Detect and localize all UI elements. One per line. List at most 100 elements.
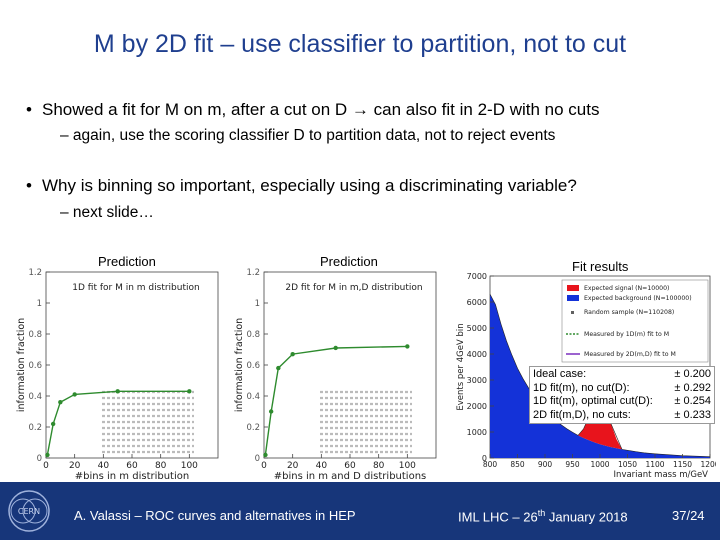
bullet-2-sub: – next slide… xyxy=(60,204,154,221)
x-tick-label: 40 xyxy=(98,461,110,471)
x-tick-label: 900 xyxy=(538,460,553,469)
chart-title: 1D fit for M in m distribution xyxy=(72,283,199,293)
x-tick-label: 0 xyxy=(43,461,49,471)
y-tick-label: 0.6 xyxy=(28,361,42,371)
legend-label: Expected signal (N=10000) xyxy=(584,285,669,292)
x-axis-label: Invariant mass m/GeV xyxy=(614,470,709,480)
plot-frame xyxy=(263,271,437,459)
x-tick-label: 60 xyxy=(344,461,356,471)
footer-bar: A. Valassi – ROC curves and alternatives… xyxy=(0,482,720,540)
bullet-1: • Showed a fit for M on m, after a cut on… xyxy=(26,100,599,120)
legend-label: Random sample (N=110208) xyxy=(584,309,674,316)
legend-label: Expected background (N=100000) xyxy=(584,295,692,302)
y-tick-label: 0.6 xyxy=(246,361,260,371)
y-tick-label: 0.8 xyxy=(246,330,260,340)
legend-swatch xyxy=(567,285,579,291)
signal-area xyxy=(578,402,622,450)
x-tick-label: 80 xyxy=(155,461,167,471)
x-axis-label: #bins in m distribution xyxy=(75,471,189,482)
bullet-dot: • xyxy=(26,100,32,119)
y-tick-label: 3000 xyxy=(467,376,487,385)
fit-result-label: 2D fit(m,D), no cuts: xyxy=(533,408,631,421)
fit-result-row: Ideal case: ± 0.200 xyxy=(533,368,711,382)
slide-title: M by 2D fit – use classifier to partitio… xyxy=(93,30,627,58)
caption-right: Fit results xyxy=(572,259,629,274)
chart-2d-fit: 0 0.2 0.4 0.6 0.8 1 1.2 0 20 40 60 80 100 2D fit for … xyxy=(232,266,446,482)
footer-author-title: A. Valassi – ROC curves and alternatives… xyxy=(74,508,356,523)
data-point xyxy=(45,452,50,458)
x-tick-label: 1100 xyxy=(645,460,664,469)
y-tick-label: 1 xyxy=(37,299,42,309)
series-line xyxy=(264,345,408,455)
cern-logo-text: CERN xyxy=(18,507,40,516)
x-tick-label: 20 xyxy=(287,461,299,471)
x-tick-label: 1150 xyxy=(673,460,692,469)
y-axis-label: Events per 4GeV bin xyxy=(456,323,466,410)
x-tick-label: 100 xyxy=(399,461,416,471)
x-tick-label: 800 xyxy=(483,460,498,469)
footer-event-date: IML LHC – 26th January 2018 xyxy=(458,508,628,524)
chart-1d-fit: 0 0.2 0.4 0.6 0.8 1 1.2 0 20 40 60 80 100 1D fit for … xyxy=(14,266,228,482)
legend-swatch xyxy=(567,295,579,301)
footer-event-prefix: IML LHC – 26 xyxy=(458,509,538,525)
fit-result-label: 1D fit(m), no cut(D): xyxy=(533,381,630,394)
legend-label: Measured by 2D(m,D) fit to M xyxy=(584,351,676,358)
x-tick-label: 100 xyxy=(181,461,198,471)
y-tick-label: 4000 xyxy=(467,350,487,359)
data-point xyxy=(58,400,63,405)
x-tick-label: 850 xyxy=(510,460,525,469)
data-point xyxy=(276,365,281,371)
y-tick-label: 0.2 xyxy=(28,423,42,433)
y-tick-label: 1.2 xyxy=(246,268,260,278)
footer-page-number: 37/24 xyxy=(672,508,705,523)
y-tick-label: 0.4 xyxy=(246,392,260,402)
fit-results-box: Ideal case: ± 0.200 1D fit(m), no cut(D):… xyxy=(529,366,715,424)
caption-left: Prediction xyxy=(98,254,156,269)
x-tick-label: 0 xyxy=(261,461,267,471)
data-point xyxy=(290,351,295,357)
data-point xyxy=(405,344,410,349)
bullet-2: • Why is binning so important, especially… xyxy=(26,176,577,196)
bullet-1-text: Showed a fit for M on m, after a cut on … xyxy=(42,100,600,119)
x-tick-label: 950 xyxy=(565,460,580,469)
y-tick-label: 1 xyxy=(255,299,260,309)
x-tick-label: 60 xyxy=(126,461,138,471)
fit-result-value: ± 0.200 xyxy=(674,368,711,380)
legend-box xyxy=(561,279,709,363)
legend-label: Measured by 1D(m) fit to M xyxy=(584,331,669,338)
footer-event-suffix: January 2018 xyxy=(545,509,628,525)
caption-middle: Prediction xyxy=(320,254,378,269)
fit-result-row: 1D fit(m), optimal cut(D): ± 0.254 xyxy=(533,395,711,409)
y-axis-label: information fraction xyxy=(16,318,27,412)
plot-frame xyxy=(45,271,219,459)
fit-result-value: ± 0.292 xyxy=(674,381,711,394)
fit-result-value: ± 0.254 xyxy=(674,395,711,407)
y-tick-label: 7000 xyxy=(467,272,487,281)
bullet-dot: • xyxy=(26,176,32,195)
y-tick-label: 0 xyxy=(482,454,487,463)
bullet-2-text: Why is binning so important, especially … xyxy=(42,176,577,195)
fit-result-label: Ideal case: xyxy=(533,368,587,380)
data-point xyxy=(333,345,338,351)
fit-result-value: ± 0.233 xyxy=(674,408,711,421)
y-tick-label: 0 xyxy=(37,454,42,464)
data-point xyxy=(50,421,56,427)
data-point xyxy=(115,389,120,394)
bullet-1-sub: – again, use the scoring classifier D to… xyxy=(60,127,556,144)
x-tick-label: 40 xyxy=(316,461,328,471)
fit-result-label: 1D fit(m), optimal cut(D): xyxy=(533,395,653,407)
x-tick-label: 80 xyxy=(373,461,385,471)
data-point xyxy=(72,392,77,397)
fit-result-row: 1D fit(m), no cut(D): ± 0.292 xyxy=(533,382,711,396)
data-point xyxy=(263,452,268,458)
data-point xyxy=(268,409,274,414)
y-tick-label: 0.8 xyxy=(28,330,42,340)
series-line xyxy=(46,390,190,456)
chart-title: 2D fit for M in m,D distribution xyxy=(285,283,422,293)
x-axis-label: #bins in m and D distributions xyxy=(274,471,427,482)
x-tick-label: 1200 xyxy=(700,460,716,469)
x-tick-label: 1050 xyxy=(618,460,637,469)
y-axis-label: information fraction xyxy=(234,318,245,412)
y-tick-label: 5000 xyxy=(467,324,487,333)
x-tick-label: 1000 xyxy=(590,460,609,469)
